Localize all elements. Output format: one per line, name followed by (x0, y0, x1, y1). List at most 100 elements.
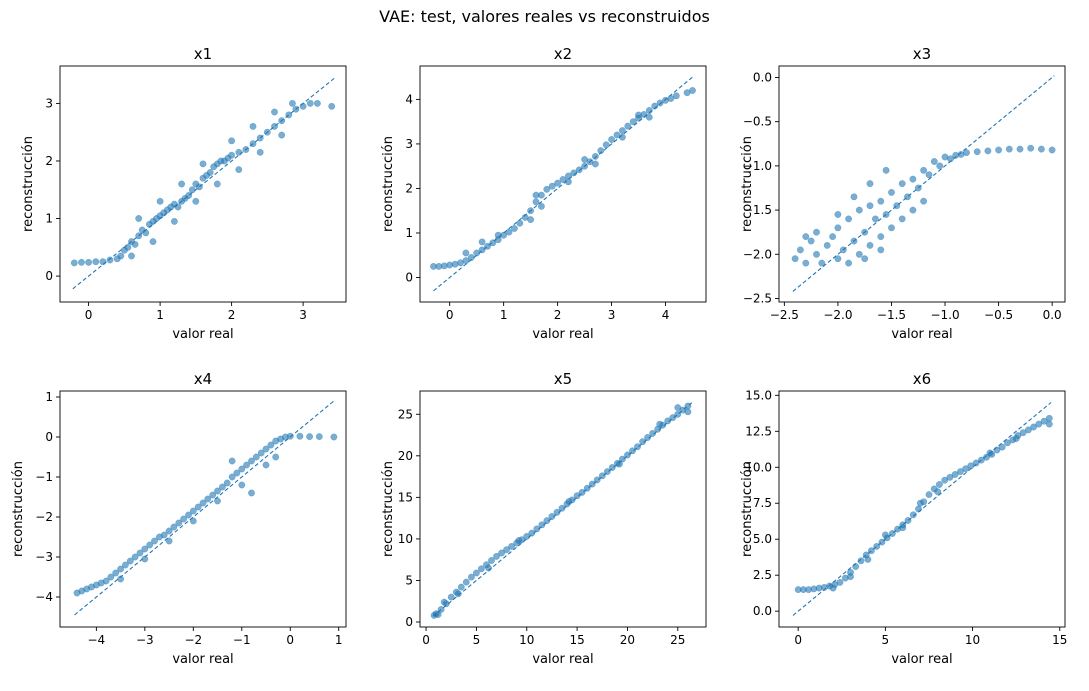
panel-title: x2 (554, 45, 572, 63)
data-point (189, 517, 197, 525)
y-tick-label: 1 (45, 212, 53, 226)
data-point (532, 191, 540, 199)
data-point (286, 432, 294, 440)
x-tick-label: 2 (228, 308, 236, 322)
data-point (543, 185, 551, 193)
identity-line (433, 76, 693, 292)
data-point (791, 255, 799, 263)
data-point (206, 169, 214, 176)
data-point (102, 577, 110, 585)
data-point (131, 553, 139, 561)
data-point (488, 557, 495, 564)
data-point (984, 147, 992, 155)
x-tick-label: 0 (446, 308, 454, 322)
x-tick-label: −2.0 (823, 308, 852, 322)
data-point (864, 555, 872, 563)
y-tick-label: 0 (405, 615, 413, 629)
data-point (888, 224, 895, 232)
y-tick-label: −0.5 (743, 115, 772, 129)
data-point (315, 433, 323, 441)
y-tick-label: 25 (398, 407, 413, 421)
data-point (278, 131, 286, 139)
data-point (252, 453, 260, 461)
data-point (664, 417, 672, 425)
plot-frame (419, 390, 707, 628)
data-point (165, 537, 173, 545)
y-tick-label: 10 (398, 532, 413, 546)
data-point (271, 108, 278, 116)
data-point (956, 468, 964, 476)
x-tick-label: −1.0 (930, 308, 959, 322)
data-point (515, 537, 523, 545)
data-point (160, 531, 168, 539)
data-point (602, 141, 610, 149)
data-point (1045, 420, 1053, 428)
data-point (306, 99, 314, 107)
y-tick-label: 15 (398, 490, 413, 504)
data-point (558, 504, 566, 512)
data-points (794, 414, 1053, 594)
data-point (645, 113, 653, 121)
data-point (141, 545, 149, 553)
data-point (256, 148, 264, 156)
data-point (126, 557, 134, 565)
data-point (829, 584, 837, 592)
data-point (121, 561, 129, 569)
x-tick-label: 10 (965, 633, 980, 647)
data-point (1037, 145, 1045, 153)
x-axis-label: valor real (891, 652, 952, 667)
y-tick-label: −4 (35, 590, 53, 604)
identity-line (74, 400, 335, 616)
data-point (249, 122, 257, 130)
data-point (857, 557, 865, 565)
data-point (920, 197, 928, 205)
y-tick-label: 0.0 (753, 70, 772, 84)
y-tick-label: 1 (45, 390, 53, 404)
data-point (649, 429, 657, 437)
data-point (174, 203, 182, 211)
data-point (813, 250, 820, 258)
plot-frame (778, 390, 1066, 628)
data-point (802, 233, 810, 241)
data-point (178, 180, 186, 188)
data-point (899, 524, 907, 532)
data-point (199, 160, 207, 168)
data-point (936, 162, 944, 170)
data-point (243, 461, 251, 469)
data-point (462, 249, 470, 257)
data-point (467, 573, 475, 581)
x-tick-label: 20 (620, 633, 635, 647)
data-point (272, 453, 280, 461)
scatter-panel-x3: x3 −2.5 −2.0 −1.5 −1.0 −0.5 0.0 −2.5 −2.0 −1.5 −1.… (740, 45, 1066, 342)
data-point (951, 471, 959, 478)
data-point (855, 206, 863, 214)
y-tick-label: 0.0 (753, 604, 772, 618)
data-point (189, 507, 197, 515)
data-point (165, 527, 173, 535)
scatter-panel-x5: x5 0 5 10 15 20 25 0 5 10 15 20 25 valor real reconstr… (381, 370, 707, 667)
y-tick-label: 12.5 (745, 424, 772, 438)
data-point (510, 225, 518, 232)
data-point (248, 457, 255, 465)
data-point (877, 197, 885, 205)
data-point (973, 148, 981, 156)
data-point (807, 237, 815, 245)
data-point (131, 240, 139, 248)
data-point (983, 453, 990, 461)
data-point (1012, 435, 1020, 442)
data-point (447, 593, 455, 601)
plot-frame (419, 65, 707, 303)
data-point (909, 511, 917, 519)
data-point (238, 481, 246, 489)
data-point (228, 137, 236, 145)
data-point (106, 256, 114, 264)
data-point (170, 217, 178, 225)
data-point (248, 489, 255, 497)
data-point (1005, 145, 1013, 153)
identity-line (72, 77, 336, 290)
data-point (537, 202, 545, 210)
data-point (70, 259, 78, 267)
data-point (457, 583, 465, 591)
data-point (861, 255, 869, 263)
data-point (829, 233, 837, 241)
